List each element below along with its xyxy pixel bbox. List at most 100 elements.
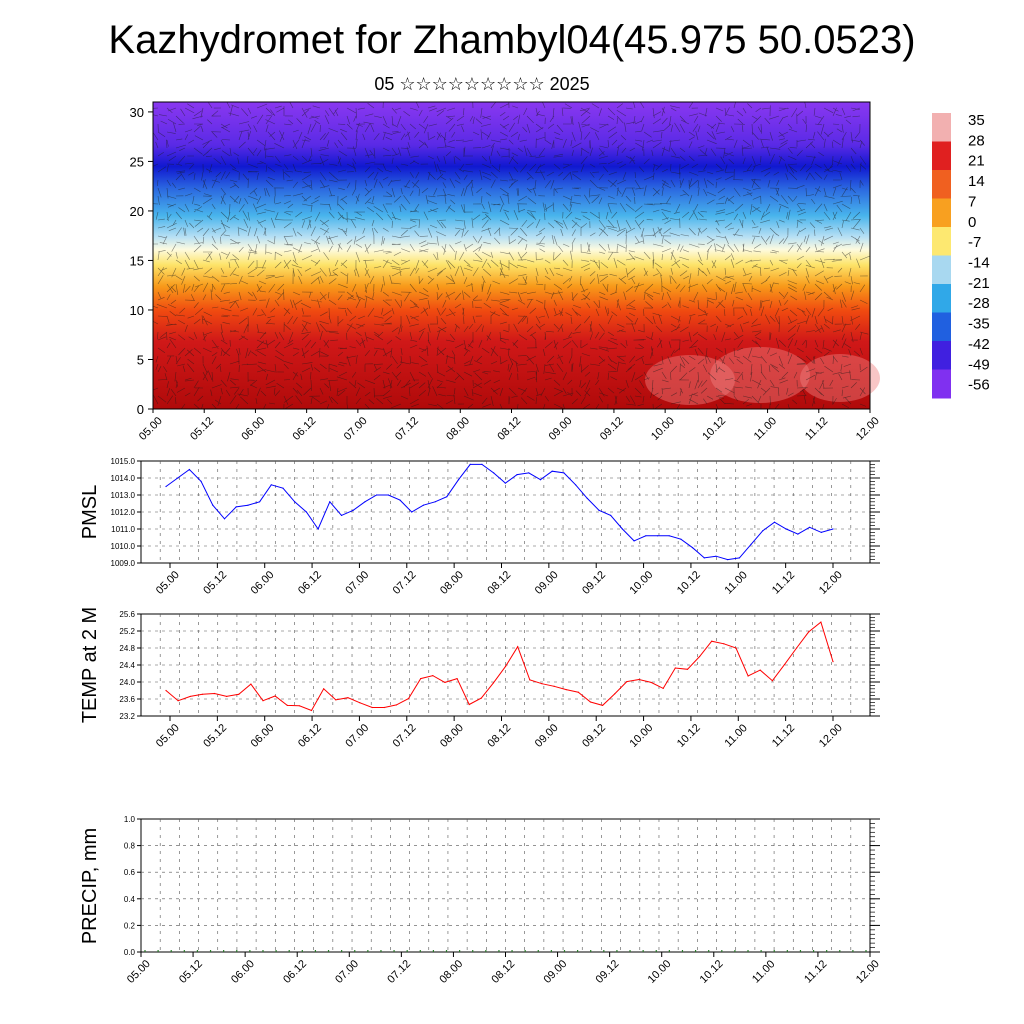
temp-2m-point — [238, 693, 240, 695]
x-tick-label: 05.12 — [201, 569, 229, 597]
pmsl-line — [165, 463, 834, 561]
colorbar-label: -35 — [968, 316, 990, 333]
pmsl-point — [259, 501, 261, 503]
temp-2m-point — [699, 655, 701, 658]
x-tick-label: 06.00 — [239, 415, 267, 443]
y-axis-title: PMSL — [79, 485, 101, 539]
y-tick-label: 0.2 — [124, 921, 136, 930]
x-tick-label: 08.00 — [444, 415, 472, 443]
x-tick-label: 05.00 — [125, 958, 153, 986]
colorbar-swatch — [932, 113, 951, 142]
precip-panel: 0.0 0.2 0.4 0.6 0.8 1.0 05.00 05.12 06.00 06.12 07… — [79, 815, 882, 986]
temp-2m-point — [250, 683, 252, 685]
x-tick-label: 09.00 — [533, 722, 561, 750]
chart-subtitle: 05 ☆☆☆☆☆☆☆☆☆ 2025 — [374, 74, 590, 94]
x-tick-label: 06.00 — [229, 958, 257, 986]
x-tick-label: 11.00 — [750, 958, 777, 985]
colorbar-swatch — [932, 369, 951, 399]
temp-2m-point — [771, 680, 773, 682]
chart-title: Kazhydromet for Zhambyl04(45.975 50.0523… — [108, 18, 916, 62]
pmsl-point — [504, 482, 506, 484]
temp-2m-point — [783, 663, 786, 666]
pmsl-point — [411, 511, 413, 513]
x-tick-label: 10.00 — [646, 958, 674, 986]
y-tick-label: 23.2 — [119, 712, 135, 721]
temp-2m-point — [517, 646, 519, 648]
colorbar-label: -7 — [968, 234, 981, 251]
x-tick-label: 11.12 — [802, 958, 829, 985]
y-tick-label: 20 — [130, 204, 144, 219]
x-tick-label: 11.12 — [803, 415, 830, 442]
pmsl-point — [738, 557, 740, 559]
pmsl-point — [762, 530, 764, 532]
pmsl-point — [680, 538, 682, 540]
x-tick-label: 05.00 — [154, 569, 182, 597]
pmsl-point — [703, 557, 705, 559]
temp-2m-point — [759, 669, 761, 671]
pmsl-point — [645, 535, 647, 537]
colorbar-label: -42 — [968, 336, 990, 353]
pmsl-point — [235, 506, 237, 508]
y-tick-label: 0 — [137, 402, 144, 417]
pmsl-point — [212, 504, 214, 506]
pmsl-point — [539, 479, 542, 481]
x-tick-label: 06.00 — [249, 722, 277, 750]
temp-2m-point — [359, 702, 361, 704]
pmsl-point — [808, 526, 811, 528]
x-tick-label: 10.12 — [675, 569, 703, 597]
y-tick-label: 0.4 — [124, 895, 136, 904]
temp-2m-point — [371, 706, 373, 709]
colorbar-swatch — [932, 255, 951, 285]
x-tick-label: 11.00 — [722, 722, 749, 749]
x-tick-label: 08.00 — [437, 958, 465, 986]
pmsl-point — [493, 472, 495, 474]
temp-2m-point — [444, 681, 446, 684]
temp-2m-point — [553, 685, 555, 687]
pmsl-point — [820, 531, 822, 534]
temp-2m-point — [189, 695, 191, 698]
y-tick-label: 1015.0 — [111, 457, 136, 466]
temp-2m-point — [201, 693, 203, 695]
temp-2m-point — [165, 689, 167, 692]
pmsl-point — [528, 472, 530, 474]
y-tick-label: 0.0 — [124, 948, 136, 957]
x-tick-label: 05.00 — [154, 722, 182, 750]
x-tick-label: 07.12 — [385, 958, 413, 986]
pmsl-point — [621, 528, 623, 530]
pmsl-point — [376, 494, 378, 496]
y-axis-title: PRECIP, mm — [79, 828, 101, 944]
pmsl-point — [785, 528, 787, 530]
pmsl-point — [586, 497, 588, 499]
temp-2m-point — [504, 665, 507, 667]
wind-vectors — [153, 102, 870, 409]
pmsl-point — [294, 501, 296, 503]
x-tick-label: 09.12 — [594, 958, 622, 986]
x-tick-label: 09.00 — [547, 415, 575, 443]
colorbar-label: -21 — [968, 275, 990, 292]
y-tick-label: 1009.0 — [111, 559, 136, 568]
pmsl-panel: 1009.0 1010.0 1011.0 1012.0 1013.0 1014.0 1015… — [79, 457, 880, 597]
y-tick-label: 25.2 — [119, 627, 135, 636]
y-tick-label: 1013.0 — [111, 491, 136, 500]
x-tick-label: 11.00 — [752, 415, 779, 442]
pmsl-point — [177, 477, 179, 479]
colorbar-swatch — [932, 227, 951, 256]
cross-section-panel: 0 5 10 15 20 25 30 05.00 05.12 06.00 06.12 07.00 07.… — [130, 101, 882, 443]
pmsl-point — [563, 472, 565, 474]
pmsl-point — [457, 479, 460, 481]
x-tick-label: 05.00 — [137, 415, 165, 443]
temp-2m-point — [626, 680, 628, 683]
colorbar-swatch — [932, 341, 951, 370]
x-tick-label: 05.12 — [201, 722, 229, 750]
x-tick-label: 11.12 — [770, 569, 797, 596]
pmsl-point — [200, 480, 202, 482]
x-tick-label: 07.12 — [391, 569, 419, 597]
x-tick-label: 10.00 — [649, 415, 677, 443]
x-tick-label: 09.00 — [541, 958, 569, 986]
x-tick-label: 12.00 — [854, 958, 882, 986]
colorbar-label: -28 — [968, 295, 990, 312]
y-tick-label: 1012.0 — [111, 508, 136, 517]
x-tick-label: 08.12 — [485, 569, 513, 597]
temp-2m-point — [335, 699, 337, 701]
y-tick-label: 25.6 — [119, 610, 135, 619]
